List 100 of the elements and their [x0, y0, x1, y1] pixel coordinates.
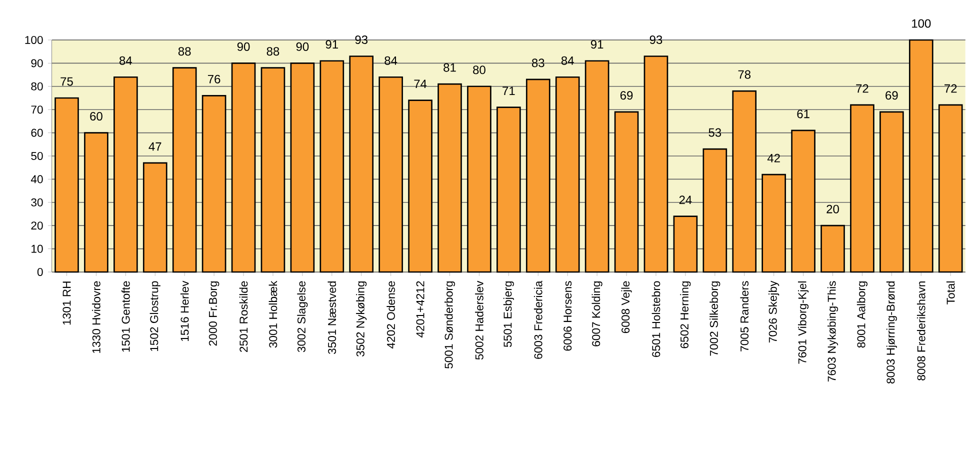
y-tick-label: 30	[31, 198, 43, 206]
x-tick-label: 7601 Viborg-Kjel	[798, 281, 809, 364]
bar	[762, 174, 786, 273]
data-label: 90	[296, 42, 309, 51]
x-tick-label: 6003 Fredericia	[534, 280, 542, 359]
bar	[555, 76, 580, 273]
x-tick-label: 7603 Nykøbing-This	[827, 281, 838, 382]
data-label: 75	[60, 77, 73, 86]
data-label: 61	[797, 110, 810, 118]
data-label: 72	[944, 84, 957, 93]
x-tick-label: 2000 Fr.Borg	[208, 281, 220, 346]
data-label: 93	[650, 35, 662, 44]
y-tick-label: 60	[31, 128, 43, 137]
x-tick-label: 3001 Holbæk	[268, 280, 278, 348]
x-tick-label: 1301 RH	[62, 282, 71, 325]
bar	[290, 62, 315, 273]
bar	[732, 90, 757, 273]
x-tick-label: 5002 Haderslev	[475, 280, 484, 360]
data-label: 69	[886, 91, 898, 100]
bar	[349, 56, 374, 273]
data-label: 91	[326, 40, 338, 49]
x-tick-label: 6501 Holstebro	[652, 281, 660, 357]
x-tick-label: 5501 Esbjerg	[503, 281, 514, 348]
bar	[673, 216, 698, 273]
y-tick-label: 40	[30, 175, 43, 184]
bar	[791, 130, 816, 273]
x-tick-label: 8001 Aalborg	[856, 281, 868, 348]
y-tick-label: 0	[37, 268, 43, 276]
bar	[260, 67, 286, 273]
x-tick-label: 6502 Herning	[680, 281, 691, 348]
x-tick-label: 4201+4212	[416, 281, 424, 338]
bar	[84, 132, 108, 273]
bar	[202, 95, 226, 273]
data-label: 78	[738, 70, 751, 79]
bar	[880, 111, 904, 273]
bar	[142, 162, 168, 273]
y-tick-label: 10	[32, 244, 43, 253]
data-label: 90	[237, 42, 250, 51]
data-label: 72	[856, 84, 868, 93]
data-label: 84	[120, 56, 132, 65]
y-tick-label: 90	[31, 59, 43, 68]
bar	[438, 83, 462, 273]
x-tick-label: 8008 Frederikshavn	[916, 281, 926, 380]
bar	[614, 111, 639, 273]
x-tick-label: 1330 Hvidovre	[92, 281, 100, 353]
data-label: 20	[826, 204, 839, 214]
bar	[584, 60, 610, 273]
data-label: 76	[208, 74, 220, 84]
bar	[408, 100, 432, 273]
y-tick-label: 50	[31, 152, 43, 160]
x-tick-label: 2501 Roskilde	[239, 281, 248, 352]
x-tick-label: 7026 Skejby	[768, 280, 780, 342]
bar	[526, 78, 550, 273]
x-tick-label: 3501 Næstved	[328, 281, 336, 354]
data-label: 42	[767, 154, 780, 162]
data-label: 88	[178, 47, 191, 56]
x-tick-label: 6008 Vejle	[621, 281, 632, 334]
data-label: 93	[355, 35, 368, 44]
x-tick-label: 3502 Nykøbing	[356, 281, 367, 356]
x-tick-label: 4202 Odense	[386, 281, 395, 349]
y-tick-label: 100	[25, 36, 43, 44]
x-tick-label: 6007 Kolding	[592, 281, 602, 346]
x-tick-label: 8003 Hjørring-Brønd	[886, 281, 897, 384]
bar	[938, 104, 963, 273]
bar	[702, 148, 728, 273]
bar	[378, 76, 403, 273]
bar	[850, 104, 874, 273]
bar	[908, 39, 934, 273]
bar	[54, 97, 79, 273]
data-label: 80	[473, 66, 486, 74]
bar	[320, 60, 344, 273]
data-label: 71	[502, 86, 515, 96]
x-tick-label: 1516 Herlev	[180, 280, 189, 341]
data-label: 84	[561, 56, 574, 65]
bar	[496, 106, 521, 273]
x-tick-label: Total	[946, 281, 955, 304]
x-tick-label: 7005 Randers	[740, 281, 749, 352]
data-label: 88	[266, 47, 280, 56]
data-label: 91	[590, 40, 604, 49]
x-tick-label: 6006 Horsens	[564, 281, 572, 351]
bar	[172, 67, 197, 273]
y-tick-label: 20	[31, 222, 43, 230]
x-tick-label: 5001 Sønderborg	[444, 281, 456, 368]
bar	[114, 76, 138, 273]
x-tick-label: 3002 Slagelse	[297, 281, 308, 352]
y-tick-label: 80	[31, 82, 43, 90]
x-tick-label: 1501 Gentofte	[122, 281, 130, 352]
bar	[820, 224, 845, 273]
data-label: 81	[444, 63, 456, 72]
y-tick-label: 70	[31, 106, 43, 114]
bar	[467, 86, 492, 273]
bar	[231, 62, 256, 273]
data-label: 47	[148, 142, 162, 151]
data-label: 69	[620, 91, 633, 100]
data-label: 100	[912, 19, 931, 28]
x-tick-label: 7002 Silkeborg	[710, 281, 720, 356]
x-tick-label: 1502 Glostrup	[150, 281, 160, 352]
data-label: 60	[90, 112, 102, 121]
bar	[644, 56, 668, 273]
data-label: 84	[384, 56, 398, 65]
